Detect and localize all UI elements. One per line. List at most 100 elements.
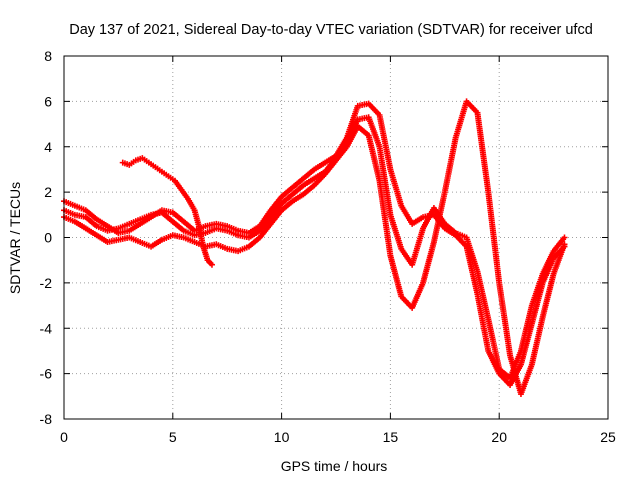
data-point-trail (334, 140, 349, 160)
data-point-trail (258, 222, 273, 239)
data-point-trail (73, 219, 87, 231)
x-tick-labels: 0 5 10 15 20 25 (60, 429, 616, 445)
data-point-trail (280, 199, 294, 212)
data-point-trail (453, 100, 469, 139)
data-point-trail (313, 160, 327, 172)
data-point-trail (388, 213, 404, 250)
data-point-trail (204, 226, 218, 236)
data-point-trail (148, 161, 157, 169)
x-tick-label: 0 (60, 429, 68, 445)
data-point-trail (247, 228, 262, 240)
data-point-trail (540, 272, 557, 318)
data-point-trail (128, 222, 142, 233)
data-point-trail (420, 240, 437, 284)
data-point-trail (237, 244, 250, 254)
y-tick-label: 2 (44, 184, 52, 200)
y-tick-label: 0 (44, 230, 52, 246)
data-point-trail (258, 209, 273, 228)
data-point-trail (529, 315, 546, 366)
data-point-trail (474, 111, 492, 194)
data-point-trail (485, 318, 502, 371)
data-point-trail (518, 304, 535, 352)
data-point-trail (154, 165, 163, 174)
data-point (208, 261, 215, 268)
data-point-trail (465, 99, 479, 115)
data-point-trail (269, 195, 284, 212)
data-point-trail (376, 145, 394, 216)
data-point-trail (182, 235, 196, 245)
data-point-trail (182, 219, 197, 233)
data-point-trail (117, 221, 131, 231)
x-tick-label: 25 (600, 429, 616, 445)
data-point-trail (269, 202, 284, 219)
data-point-trail (291, 183, 305, 197)
data-point-trail (63, 199, 76, 208)
data-point-trail (323, 156, 338, 174)
data-point-trail (179, 188, 190, 201)
y-tick-labels: -8 -6 -4 -2 0 2 4 6 8 (40, 48, 53, 427)
grid-lines (64, 56, 608, 419)
series-3 (61, 114, 568, 382)
data-point-trail (540, 250, 556, 275)
data-point-trail (161, 233, 174, 242)
data-point-trail (134, 155, 144, 163)
data-point-trail (409, 281, 426, 309)
data-point-trail (551, 243, 567, 275)
data-point-trail (128, 158, 137, 167)
y-tick-label: -8 (40, 411, 53, 427)
data-point-trail (95, 224, 109, 233)
data-point-trail (442, 136, 459, 194)
data-point-trail (280, 185, 294, 199)
data-point-trail (540, 256, 556, 284)
data-point-trail (258, 215, 273, 232)
data-point-trail (161, 170, 170, 178)
data-point-trail (301, 183, 316, 197)
data-point-trail (507, 349, 524, 380)
data-point-trail (356, 124, 371, 138)
data-point-trail (171, 219, 186, 233)
data-point-trail (167, 174, 176, 183)
data-point-trail (291, 192, 305, 204)
data-point-trail (141, 156, 150, 165)
data-point-trail (291, 176, 305, 190)
series-1 (61, 100, 568, 388)
x-axis-label: GPS time / hours (281, 458, 388, 474)
y-axis-label: SDTVAR / TECUs (7, 182, 23, 294)
data-point-trail (84, 226, 98, 238)
data-point-trail (139, 212, 152, 222)
data-point-trail (74, 203, 87, 213)
data-point-trail (464, 236, 480, 273)
data-point-trail (529, 272, 546, 307)
data-point-trail (171, 210, 186, 224)
data-point-trail (269, 208, 284, 226)
data-point-trail (63, 208, 76, 217)
data-point-trail (474, 293, 491, 352)
data-point-trail (454, 230, 468, 240)
data-point-trail (84, 208, 99, 222)
data-point-trail (485, 191, 502, 284)
data-point-trail (367, 102, 381, 117)
data-point (561, 241, 568, 248)
x-tick-label: 15 (383, 429, 399, 445)
data-point-trail (421, 206, 436, 230)
data-point-trail (186, 197, 197, 212)
data-point-trail (302, 176, 316, 188)
data-point-trail (84, 215, 99, 228)
data-point-trail (215, 242, 229, 251)
data-point-trail (301, 167, 316, 181)
data-point-trail (63, 214, 76, 224)
data-point-trail (128, 217, 141, 226)
data-point-trail (388, 168, 404, 207)
data-point-trail (432, 206, 447, 226)
y-tick-label: 6 (44, 93, 52, 109)
data-point (561, 234, 568, 241)
data-point-trail (95, 217, 109, 229)
data-point-trail (182, 228, 196, 238)
data-point-trail (344, 125, 360, 148)
data-point-trail (376, 179, 394, 257)
data-point-trail (95, 233, 109, 244)
y-tick-label: -4 (40, 320, 53, 336)
data-point-trail (344, 104, 361, 139)
data-point-trail (409, 227, 426, 266)
